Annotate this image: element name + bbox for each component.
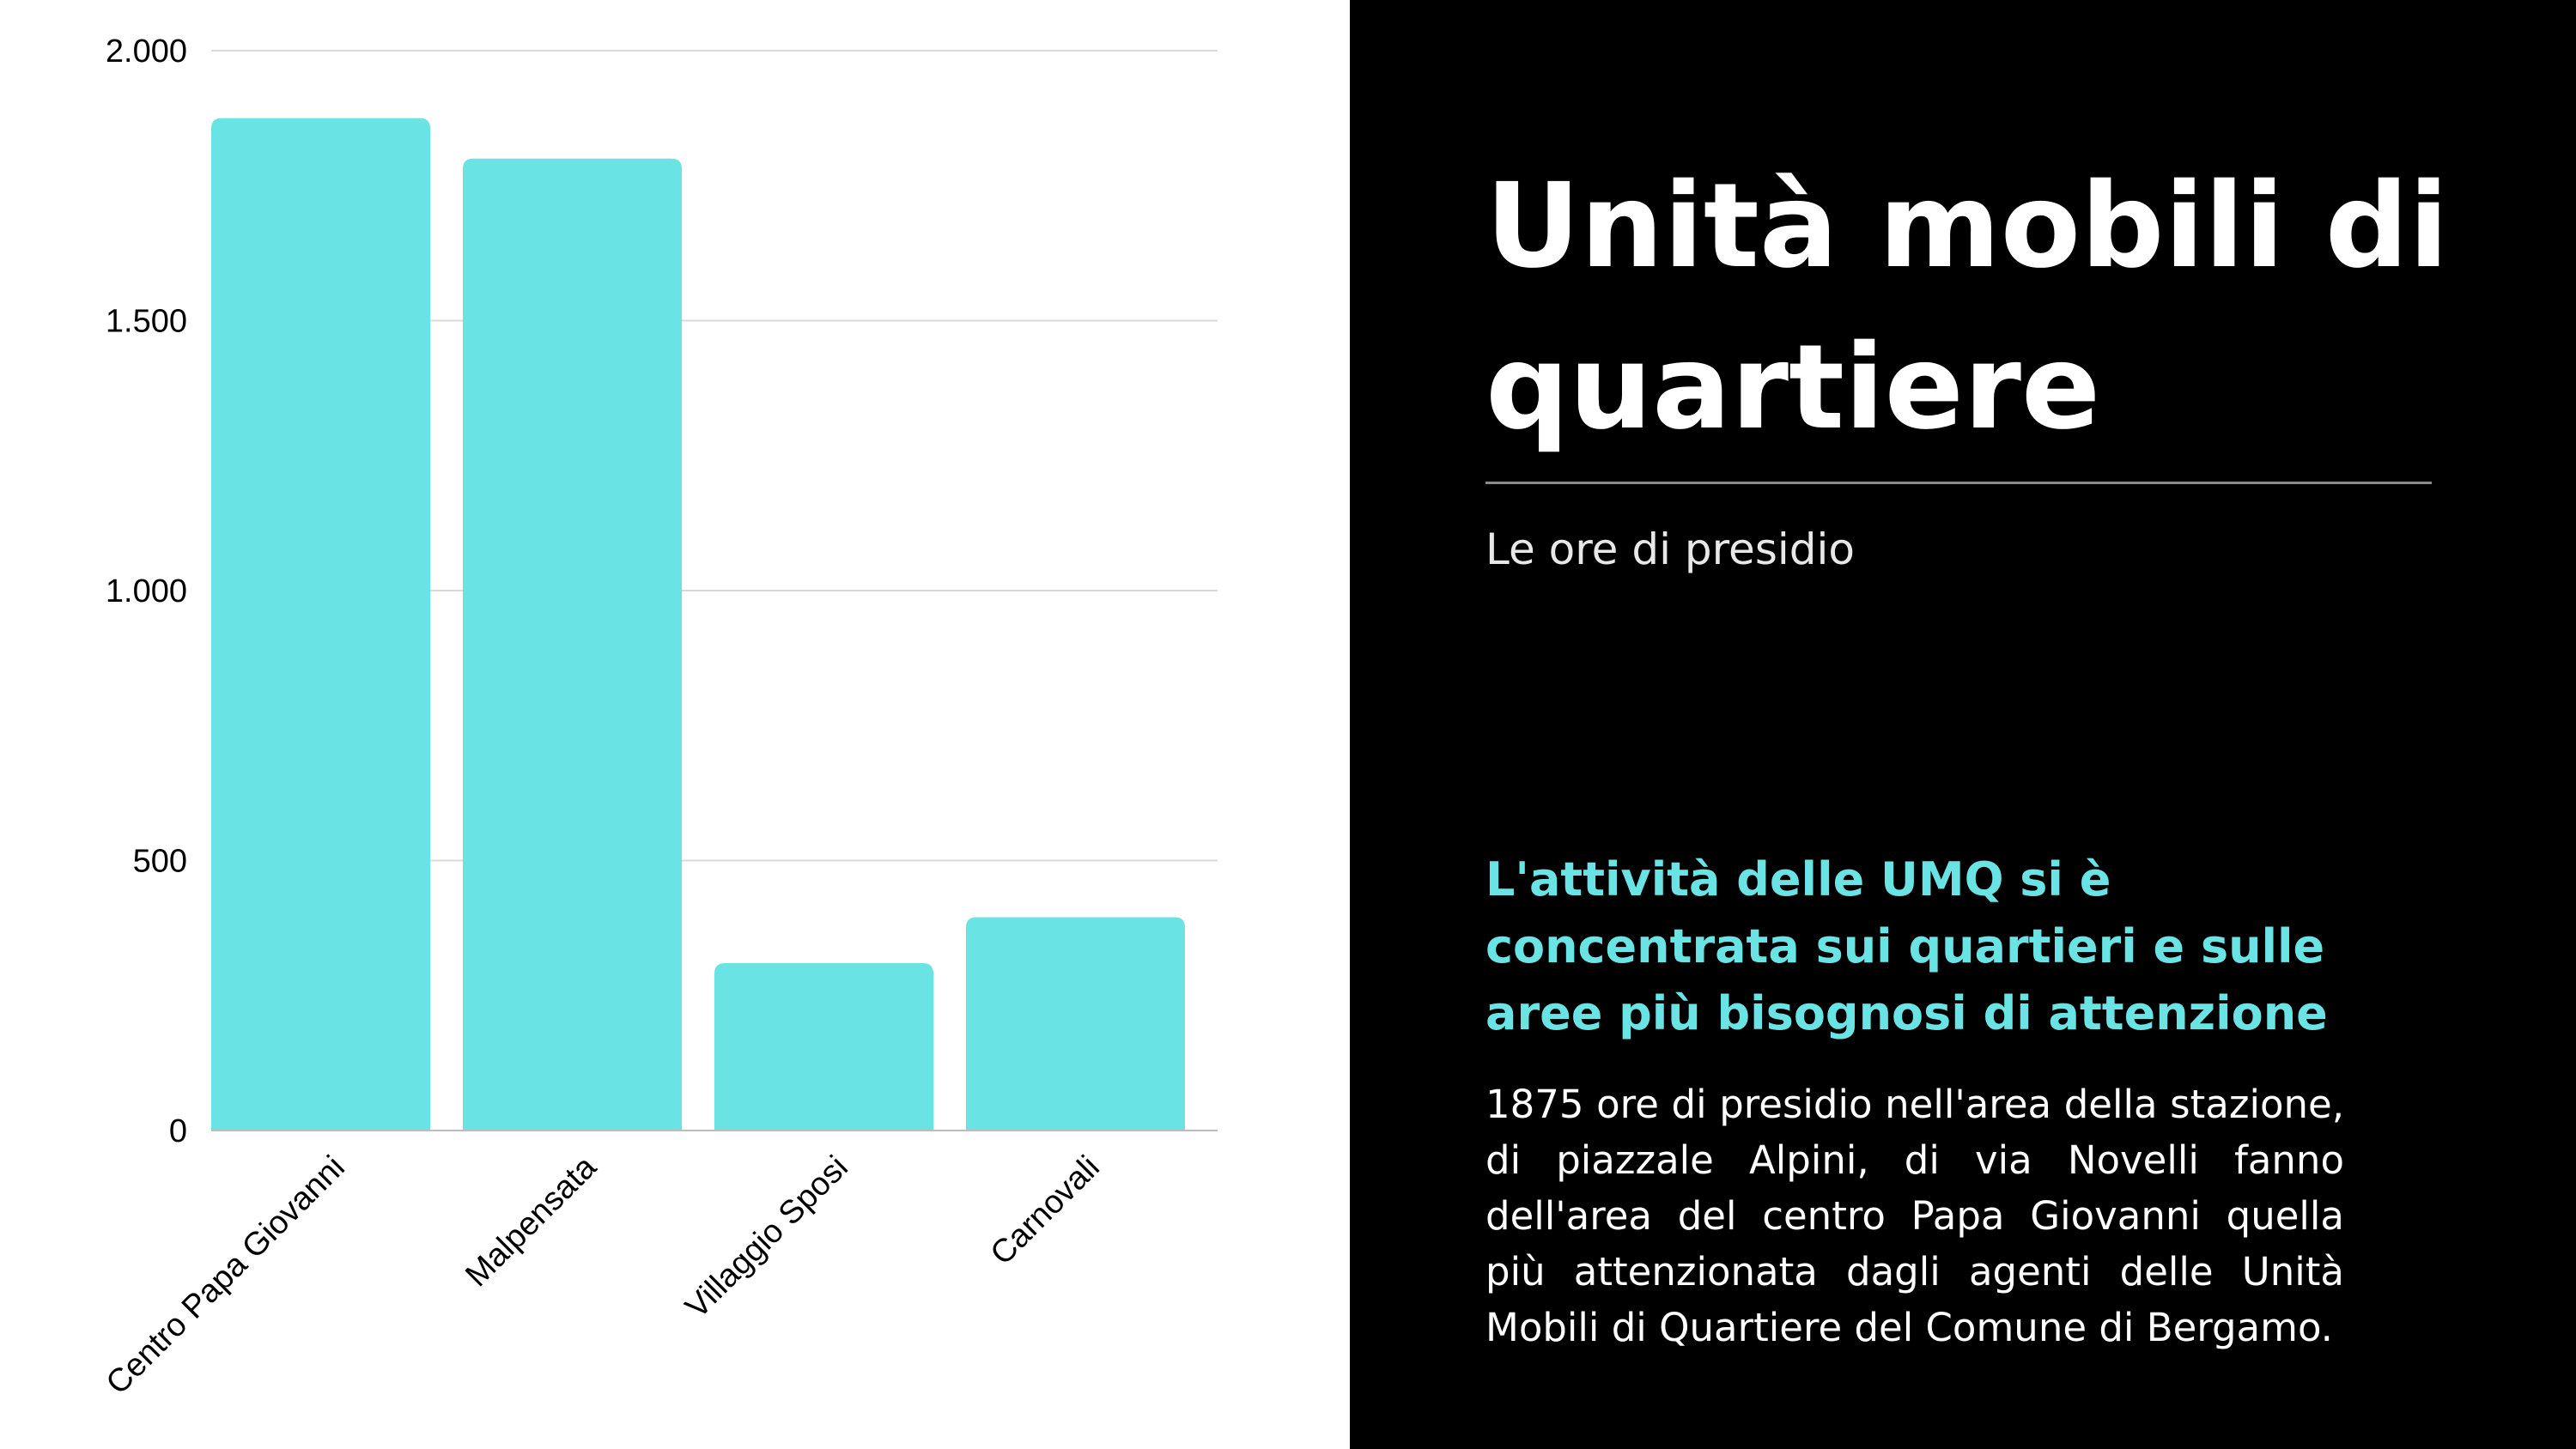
chart-area: 0 500 1.000 1.500 2.000 Centro Papa Giovanni M… bbox=[99, 33, 1218, 1402]
y-tick-label: 500 bbox=[133, 844, 187, 880]
bar-chart: 0 500 1.000 1.500 2.000 Centro Papa Giovanni M… bbox=[100, 33, 1218, 1402]
x-tick-label: Carnovali bbox=[984, 1149, 1107, 1272]
x-tick-label: Centro Papa Giovanni bbox=[100, 1149, 352, 1402]
bar bbox=[463, 158, 682, 1131]
x-tick-label: Villaggio Sposi bbox=[678, 1149, 854, 1325]
x-tick-label: Malpensata bbox=[459, 1149, 604, 1294]
body-paragraph: 1875 ore di presidio nell'area della sta… bbox=[1485, 1082, 2344, 1350]
bar bbox=[211, 118, 430, 1131]
y-tick-label: 2.000 bbox=[106, 33, 187, 70]
bar bbox=[714, 963, 933, 1131]
bar bbox=[966, 917, 1185, 1131]
text-panel: Unità mobili di quartiere Le ore di pres… bbox=[1350, 0, 2576, 1449]
y-tick-label: 1.500 bbox=[106, 304, 187, 340]
title-divider bbox=[1485, 482, 2432, 484]
page-subtitle: Le ore di presidio bbox=[1485, 524, 1855, 574]
y-tick-label: 0 bbox=[169, 1113, 187, 1149]
highlight-text: L'attività delle UMQ si è concentrata su… bbox=[1485, 852, 2328, 1040]
y-tick-label: 1.000 bbox=[106, 573, 187, 609]
page-title: Unità mobili di quartiere bbox=[1485, 159, 2449, 456]
